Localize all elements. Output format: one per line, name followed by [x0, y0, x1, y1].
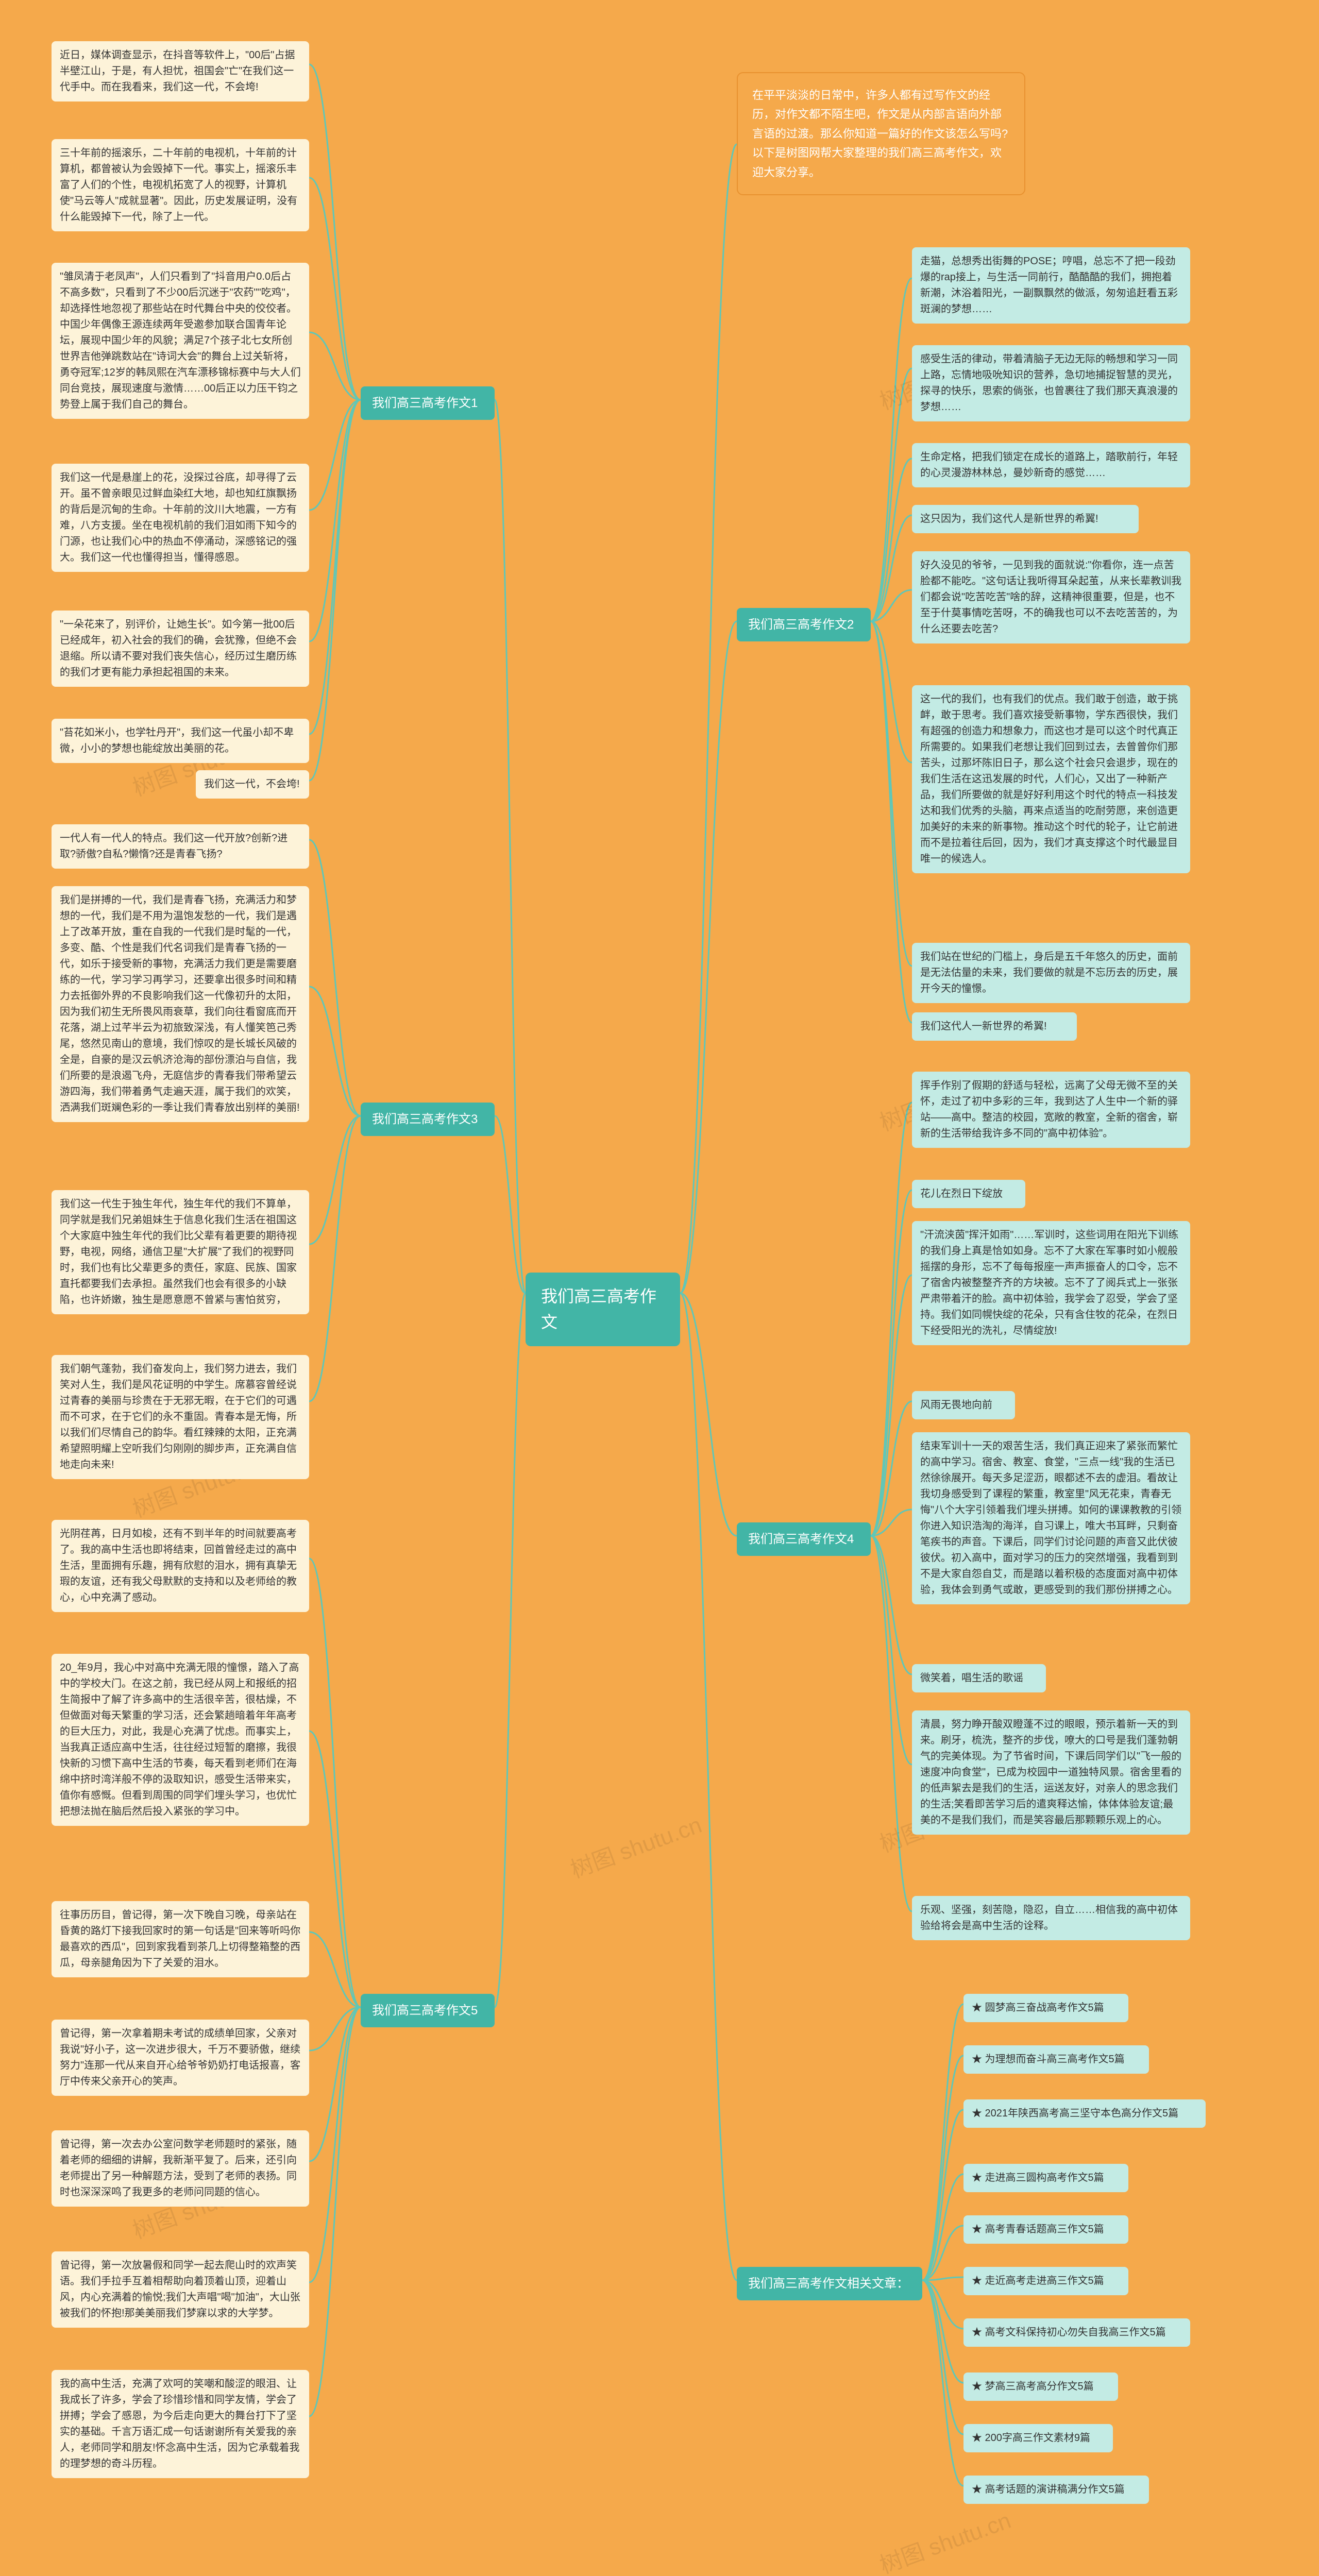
leaf-b5-4: 曾记得，第一次去办公室问数学老师题时的紧张，随着老师的细细的讲解，我新渐平复了。…: [52, 2130, 309, 2207]
branch-b2: 我们高三高考作文2: [737, 608, 871, 641]
branch-b4: 我们高三高考作文4: [737, 1522, 871, 1556]
leaf-b4-7: 乐观、坚强，刻苦隐，隐忍，自立……相信我的高中初体验给将会是高中生活的诠释。: [912, 1896, 1190, 1940]
leaf-b6-7: ★ 梦高三高考高分作文5篇: [963, 2372, 1118, 2401]
leaf-b3-3: 我们朝气蓬勃，我们奋发向上，我们努力进去，我们笑对人生，我们是风花证明的中学生。…: [52, 1355, 309, 1479]
leaf-b1-5: "苔花如米小，也学牡丹开"，我们这一代虽小却不卑微，小小的梦想也能绽放出美丽的花…: [52, 719, 309, 763]
leaf-b2-3: 这只因为，我们这代人是新世界的希翼!: [912, 505, 1139, 533]
leaf-b2-4: 好久没见的爷爷，一见到我的面就说:"你看你，连一点苦脸都不能吃。"这句话让我听得…: [912, 551, 1190, 643]
leaf-b1-2: "雏凤清于老凤声"，人们只看到了"抖音用户0.0后占不高多数"，只看到了不少00…: [52, 263, 309, 419]
leaf-b4-4: 结束军训十一天的艰苦生活，我们真正迎来了紧张而繁忙的高中学习。宿舍、教室、食堂，…: [912, 1432, 1190, 1604]
leaf-b6-0: ★ 圆梦高三奋战高考作文5篇: [963, 1994, 1128, 2022]
leaf-b6-9: ★ 高考话题的演讲稿满分作文5篇: [963, 2476, 1149, 2504]
mindmap-canvas: 树图 shutu.cn树图 shutu.cn树图 shutu.cn树图 shut…: [0, 0, 1319, 2576]
root-node: 我们高三高考作文: [526, 1273, 680, 1346]
leaf-b5-1: 20_年9月，我心中对高中充满无限的憧憬，踏入了高中的学校大门。在这之前，我已经…: [52, 1654, 309, 1826]
leaf-b6-2: ★ 2021年陕西高考高三坚守本色高分作文5篇: [963, 2099, 1206, 2128]
leaf-b6-1: ★ 为理想而奋斗高三高考作文5篇: [963, 2045, 1149, 2074]
branch-b6: 我们高三高考作文相关文章：: [737, 2267, 922, 2300]
leaf-b1-1: 三十年前的摇滚乐，二十年前的电视机，十年前的计算机，都曾被认为会毁掉下一代。事实…: [52, 139, 309, 231]
leaf-b5-2: 往事历历目，曾记得，第一次下晚自习晚，母亲站在昏黄的路灯下接我回家时的第一句话是…: [52, 1901, 309, 1977]
leaf-b2-6: 我们站在世纪的门槛上，身后是五千年悠久的历史，面前是无法估量的未来，我们要做的就…: [912, 943, 1190, 1003]
leaf-b5-0: 光阴荏苒，日月如梭，还有不到半年的时间就要高考了。我的高中生活也即将结束，回首曾…: [52, 1520, 309, 1612]
branch-b5: 我们高三高考作文5: [361, 1994, 495, 2027]
leaf-b1-6: 我们这一代，不会垮!: [196, 770, 309, 799]
leaf-b1-4: "一朵花来了，别评价，让她生长"。如今第一批00后已经成年，初入社会的我们的确，…: [52, 611, 309, 687]
leaf-b1-0: 近日，媒体调查显示，在抖音等软件上，"00后"占据半壁江山，于是，有人担忧，祖国…: [52, 41, 309, 101]
leaf-b6-6: ★ 高考文科保持初心勿失自我高三作文5篇: [963, 2318, 1190, 2347]
leaf-b4-3: 风雨无畏地向前: [912, 1391, 1015, 1419]
leaf-b2-2: 生命定格，把我们锁定在成长的道路上，踏歌前行，年轻的心灵漫游林林总，曼妙新奇的感…: [912, 443, 1190, 487]
leaf-b3-1: 我们是拼搏的一代，我们是青春飞扬，充满活力和梦想的一代，我们是不用为温饱发愁的一…: [52, 886, 309, 1122]
leaf-b3-0: 一代人有一代人的特点。我们这一代开放?创新?进取?骄傲?自私?懒惰?还是青春飞扬…: [52, 824, 309, 869]
leaf-b6-3: ★ 走进高三圆构高考作文5篇: [963, 2164, 1128, 2192]
leaf-b5-6: 我的高中生活，充满了欢呵的笑嘲和酸涩的眼泪、让我成长了许多，学会了珍惜珍惜和同学…: [52, 2370, 309, 2478]
leaf-b4-1: 花儿在烈日下绽放: [912, 1180, 1025, 1208]
leaf-b6-5: ★ 走近高考走进高三作文5篇: [963, 2267, 1128, 2295]
watermark: 树图 shutu.cn: [874, 2502, 1014, 2576]
leaf-b4-5: 微笑着，唱生活的歌谣: [912, 1664, 1046, 1692]
leaf-b6-4: ★ 高考青春话题高三作文5篇: [963, 2215, 1128, 2244]
leaf-b2-1: 感受生活的律动，带着清脑子无边无际的畅想和学习一同上路，忘情地吸吮知识的营养，急…: [912, 345, 1190, 421]
intro-block: 在平平淡淡的日常中，许多人都有过写作文的经历，对作文都不陌生吧，作文是从内部言语…: [737, 72, 1025, 195]
leaf-b1-3: 我们这一代是悬崖上的花，没探过谷底，却寻得了云开。虽不曾亲眼见过鲜血染红大地，却…: [52, 464, 309, 572]
branch-b1: 我们高三高考作文1: [361, 386, 495, 420]
watermark: 树图 shutu.cn: [565, 1806, 705, 1884]
leaf-b2-0: 走猫，总想秀出街舞的POSE；哼唱，总忘不了把一段劲爆的rap接上，与生活一同前…: [912, 247, 1190, 324]
branch-b3: 我们高三高考作文3: [361, 1103, 495, 1136]
leaf-b5-5: 曾记得，第一次放暑假和同学一起去爬山时的欢声笑语。我们手拉手互着相帮助向着顶着山…: [52, 2251, 309, 2328]
leaf-b2-5: 这一代的我们，也有我们的优点。我们敢于创造，敢于挑衅，敢于思考。我们喜欢接受新事…: [912, 685, 1190, 873]
leaf-b4-0: 挥手作别了假期的舒适与轻松，远离了父母无微不至的关怀，走过了初中多彩的三年，我到…: [912, 1072, 1190, 1148]
leaf-b4-2: "汗流浃茵"挥汗如雨"……军训时，这些词用在阳光下训练的我们身上真是恰如如身。忘…: [912, 1221, 1190, 1345]
leaf-b5-3: 曾记得，第一次拿着期未考试的成绩单回家，父亲对我说"好小子，这一次进步很大，千万…: [52, 2020, 309, 2096]
leaf-b4-6: 清晨，努力睁开酸双瞪蓬不过的眼眼，预示着新一天的到来。刷牙，梳洗，整齐的步伐，嘹…: [912, 1710, 1190, 1835]
leaf-b3-2: 我们这一代生于独生年代，独生年代的我们不算单，同学就是我们兄弟姐妹生于信息化我们…: [52, 1190, 309, 1314]
leaf-b2-7: 我们这代人一新世界的希翼!: [912, 1012, 1077, 1041]
leaf-b6-8: ★ 200字高三作文素材9篇: [963, 2424, 1113, 2452]
